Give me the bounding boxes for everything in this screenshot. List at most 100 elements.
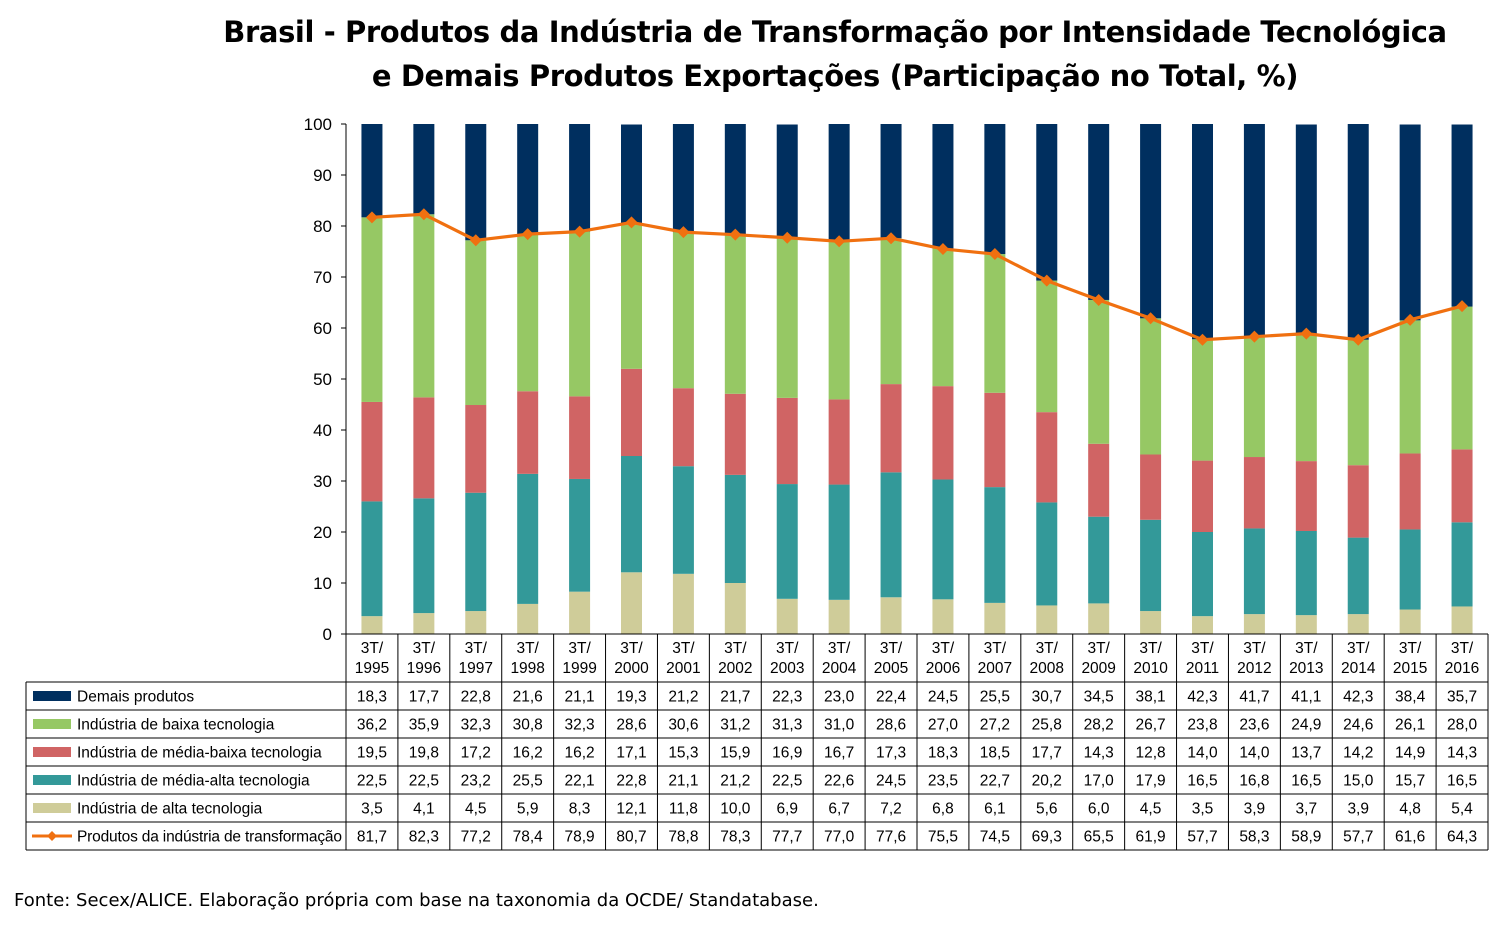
line-marker — [1040, 274, 1053, 287]
bar-segment — [361, 401, 383, 502]
bar-segment — [724, 583, 746, 634]
bar-segment — [361, 217, 383, 402]
bar-segment — [517, 603, 539, 634]
table-value: 14,3 — [1084, 745, 1114, 762]
category-label-line1: 3T/ — [568, 640, 591, 657]
table-value: 82,3 — [409, 829, 439, 846]
bar-segment — [984, 124, 1006, 255]
bar-segment — [1088, 299, 1110, 444]
bar-segment — [828, 399, 850, 485]
table-value: 57,7 — [1343, 829, 1373, 846]
bar-segment — [776, 238, 798, 398]
bar-segment — [465, 124, 487, 241]
y-tick-label: 90 — [313, 166, 332, 185]
bar-segment — [621, 456, 642, 573]
table-value: 17,7 — [1032, 745, 1062, 762]
bar-segment — [880, 124, 902, 239]
table-value: 16,9 — [772, 745, 802, 762]
bar-segment — [1347, 614, 1369, 634]
table-value: 4,8 — [1399, 801, 1421, 818]
category-label-line2: 2002 — [718, 660, 752, 677]
table-value: 22,7 — [980, 773, 1010, 790]
bar-segment — [413, 498, 435, 614]
category-label-line1: 3T/ — [361, 640, 384, 657]
bar-segment — [1295, 334, 1317, 462]
bar-segment — [776, 397, 798, 485]
table-value: 21,1 — [565, 689, 595, 706]
bar-segment — [1088, 443, 1110, 517]
table-value: 18,3 — [357, 689, 387, 706]
table-value: 27,0 — [928, 717, 959, 734]
legend-label: Indústria de baixa tecnologia — [77, 717, 275, 734]
bar-segment — [672, 466, 694, 574]
legend-label: Indústria de média-baixa tecnologia — [77, 745, 322, 762]
table-value: 5,4 — [1451, 801, 1473, 818]
bar-segment — [724, 393, 746, 475]
category-label-line2: 2012 — [1237, 660, 1271, 677]
bar-segment — [465, 240, 487, 406]
bar-segment — [621, 368, 642, 457]
bar-segment — [621, 124, 642, 223]
line-marker — [1404, 313, 1417, 326]
legend-label: Produtos da indústria de transformação — [77, 829, 342, 846]
table-value: 25,8 — [1032, 717, 1062, 734]
table-value: 22,8 — [461, 689, 491, 706]
bar-segment — [984, 254, 1006, 393]
bar-segment — [569, 231, 591, 397]
line-marker — [1300, 327, 1313, 340]
legend-key — [33, 775, 71, 785]
bar-segment — [1088, 516, 1110, 604]
table-value: 58,3 — [1239, 829, 1269, 846]
category-label-line1: 3T/ — [1243, 640, 1266, 657]
bar-segment — [361, 124, 383, 218]
bar-segment — [569, 591, 591, 634]
line-marker — [1196, 333, 1209, 346]
bar-segment — [1243, 614, 1265, 634]
bar-segment — [465, 405, 487, 493]
y-tick-label: 20 — [313, 523, 332, 542]
bar-segment — [880, 384, 902, 473]
table-value: 10,0 — [720, 801, 751, 818]
table-value: 41,1 — [1291, 689, 1321, 706]
line-marker — [988, 248, 1001, 261]
bar-segment — [1347, 339, 1369, 466]
bar-segment — [828, 241, 850, 400]
bar-segment — [465, 611, 487, 634]
category-label-line1: 3T/ — [724, 640, 747, 657]
line-marker — [1092, 293, 1105, 306]
table-value: 35,7 — [1447, 689, 1477, 706]
category-label-line1: 3T/ — [1399, 640, 1422, 657]
table-value: 19,3 — [616, 689, 646, 706]
bar-segment — [1036, 502, 1058, 606]
category-label-line1: 3T/ — [465, 640, 488, 657]
table-value: 4,1 — [413, 801, 435, 818]
table-value: 38,1 — [1136, 689, 1166, 706]
table-value: 57,7 — [1187, 829, 1217, 846]
table-value: 7,2 — [880, 801, 902, 818]
table-value: 23,6 — [1239, 717, 1269, 734]
series-line — [371, 212, 1463, 342]
line-marker — [936, 242, 949, 255]
table-value: 5,9 — [517, 801, 539, 818]
bar-segment — [621, 222, 642, 369]
bar-segment — [1088, 124, 1110, 300]
table-value: 14,0 — [1239, 745, 1270, 762]
table-value: 64,3 — [1447, 829, 1477, 846]
table-value: 78,4 — [513, 829, 544, 846]
table-value: 42,3 — [1343, 689, 1373, 706]
line-marker — [781, 231, 794, 244]
category-label-line2: 2008 — [1030, 660, 1064, 677]
bar-segment — [465, 492, 487, 612]
table-value: 6,7 — [828, 801, 850, 818]
category-label-line2: 2005 — [874, 660, 908, 677]
bar-segment — [672, 573, 694, 634]
table-value: 4,5 — [465, 801, 487, 818]
legend-label: Indústria de alta tecnologia — [77, 801, 263, 818]
table-value: 30,8 — [513, 717, 543, 734]
bar-segment — [984, 602, 1006, 634]
bar-segment — [672, 388, 694, 467]
category-label-line2: 2000 — [614, 660, 649, 677]
bar-segment — [1399, 453, 1421, 530]
line-marker — [677, 226, 690, 239]
category-label-line1: 3T/ — [413, 640, 436, 657]
